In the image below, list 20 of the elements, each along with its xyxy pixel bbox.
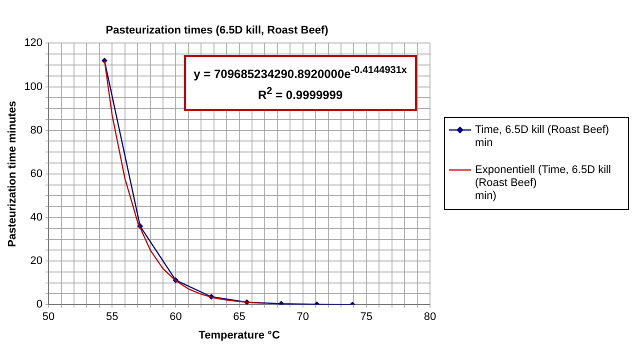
x-tick-label: 65: [233, 311, 246, 324]
x-tick-label: 60: [170, 311, 182, 324]
y-tick-label: 100: [24, 80, 43, 93]
y-axis-title: Pasteurization time minutes: [6, 100, 19, 247]
x-tick-label: 70: [296, 311, 309, 324]
y-tick-label: 120: [24, 37, 43, 50]
y-tick-label: 0: [36, 298, 43, 311]
x-axis-title: Temperature °C: [198, 329, 280, 342]
y-tick-label: 80: [30, 124, 43, 136]
x-tick-label: 55: [106, 311, 118, 324]
text: y = 709685234290.8920000e$^{-0.4144931x}$ R$^{2}$ = 0.9999999: [194, 65, 407, 102]
x-tick-label: 50: [42, 311, 55, 324]
x-tick-label: 75: [360, 311, 373, 324]
y-tick-label: 20: [30, 255, 43, 268]
y-tick-label: 60: [30, 168, 43, 180]
chart-title: Pasteurization times (6.5D kill, Roast Beef): [106, 24, 329, 37]
legend-label: Exponentiell (Time, 6.5D kill (Roast Beef) min): [475, 164, 612, 204]
x-tick-label: 80: [424, 311, 436, 324]
y-tick-label: 40: [30, 212, 43, 224]
legend-label: Time, 6.5D kill (Roast Beef) min: [475, 124, 610, 150]
